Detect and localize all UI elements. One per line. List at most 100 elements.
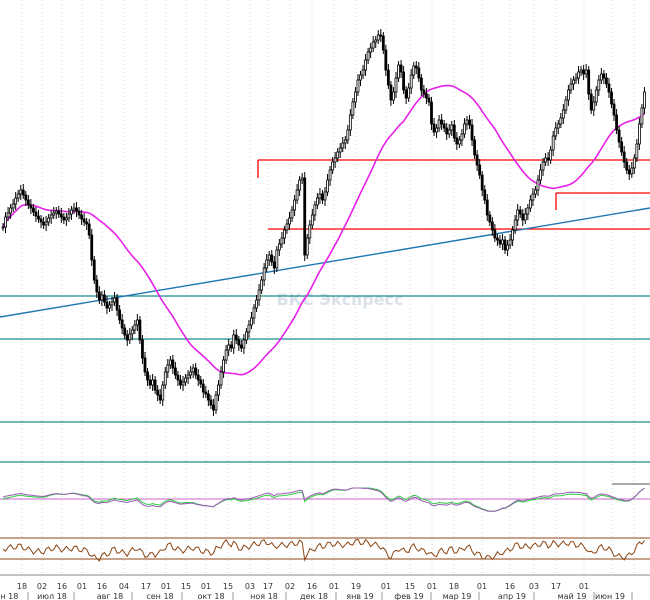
candle-body — [605, 77, 608, 85]
candle-body — [379, 34, 383, 37]
candle-body — [432, 123, 436, 133]
candle-body — [389, 84, 393, 101]
x-tick-month-label: фев 19 — [394, 592, 423, 600]
candle-body — [277, 243, 281, 251]
candle-body — [508, 239, 512, 246]
candle-body — [610, 91, 613, 105]
candle-body — [554, 127, 558, 137]
candle-body — [587, 69, 591, 95]
candle-body — [77, 210, 81, 216]
candle-body — [123, 327, 127, 336]
candle-body — [4, 216, 7, 228]
candle-body — [184, 377, 187, 383]
candle-body — [245, 331, 248, 341]
candle-body — [523, 213, 527, 221]
candle-body — [455, 137, 459, 145]
candle-body — [584, 69, 588, 75]
candle-body — [392, 91, 395, 101]
candle-body — [267, 254, 271, 261]
candle-body — [567, 89, 570, 101]
candle-body — [201, 383, 205, 393]
candle-body — [283, 229, 286, 239]
candle-body — [148, 379, 152, 386]
candle-body — [64, 217, 68, 221]
candle-body — [485, 199, 489, 216]
candle-body — [346, 129, 350, 141]
chart-grid — [21, 0, 635, 575]
candle-body — [130, 329, 134, 335]
candle-body — [480, 174, 484, 191]
candle-body — [450, 124, 454, 131]
candle-body — [630, 167, 634, 175]
candle-body — [54, 210, 58, 214]
x-tick-day-label: 01 — [201, 582, 211, 591]
candle-body — [87, 223, 91, 236]
candle-body — [483, 189, 487, 201]
candle-body — [531, 193, 535, 201]
candle-body — [582, 69, 586, 75]
candle-body — [328, 169, 332, 181]
candle-body — [293, 199, 296, 211]
candle-body — [315, 197, 319, 206]
horizontal-levels — [0, 159, 650, 463]
candle-body — [194, 367, 198, 376]
candle-body — [47, 217, 51, 223]
candle-body — [579, 69, 583, 73]
x-tick-month-label: авг 18 — [97, 592, 124, 600]
candle-body — [513, 219, 517, 231]
candle-body — [478, 164, 482, 176]
candle-body — [643, 91, 646, 109]
candle-body — [371, 41, 375, 49]
candle-body — [632, 157, 636, 169]
candle-body — [351, 101, 355, 116]
candle-body — [468, 119, 471, 126]
candle-body — [313, 204, 317, 216]
candle-body — [290, 209, 294, 219]
candle-body — [338, 147, 342, 153]
candle-body — [336, 151, 340, 159]
candle-body — [85, 221, 89, 225]
candle-body — [577, 71, 580, 79]
candle-body — [620, 141, 624, 153]
candle-body — [635, 143, 639, 159]
candle-body — [361, 69, 365, 76]
candle-body — [599, 73, 603, 81]
candle-body — [359, 74, 362, 81]
x-tick-month-label: юн 18 — [0, 592, 18, 600]
x-tick-day-label: 18 — [17, 582, 27, 591]
candle-body — [138, 319, 142, 341]
candle-body — [11, 203, 15, 209]
candle-body — [541, 161, 545, 171]
candle-body — [280, 237, 284, 245]
candle-body — [295, 189, 299, 201]
candle-body — [42, 221, 45, 226]
candle-body — [465, 119, 469, 125]
candle-body — [343, 139, 347, 144]
candle-body — [549, 149, 553, 161]
candle-body — [298, 179, 302, 191]
candle-body — [29, 204, 33, 209]
candle-body — [262, 267, 266, 281]
candle-body — [594, 89, 598, 103]
candle-body — [158, 394, 162, 401]
candle-body — [518, 209, 522, 215]
candle-body — [414, 65, 418, 69]
candle-body — [397, 64, 400, 79]
candle-body — [70, 209, 73, 215]
candle-body — [501, 239, 504, 245]
x-tick-day-label: 01 — [477, 582, 487, 591]
candle-body — [341, 142, 345, 149]
candle-body — [212, 404, 215, 411]
candle-body — [52, 212, 56, 216]
moving-average — [2, 84, 645, 376]
candle-body — [475, 154, 479, 166]
candle-body — [191, 367, 195, 373]
oscillator-panel-2 — [0, 537, 650, 562]
x-tick-day-label: 15 — [181, 582, 191, 591]
candle-body — [227, 344, 231, 351]
watermark-text: БКС Экспресс — [277, 290, 404, 309]
candle-body — [488, 214, 492, 223]
candlestick-series — [1, 29, 646, 416]
x-tick-day-label: 01 — [329, 582, 339, 591]
